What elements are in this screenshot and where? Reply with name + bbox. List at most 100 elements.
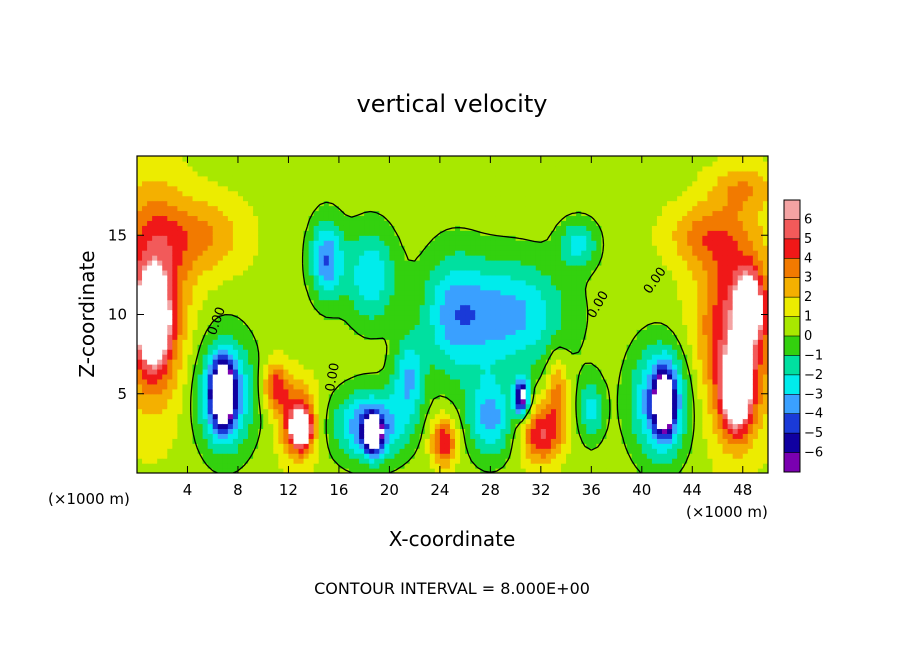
heatmap-cell bbox=[137, 205, 143, 212]
heatmap-cell bbox=[465, 200, 471, 207]
heatmap-cell bbox=[288, 398, 295, 405]
heatmap-cell bbox=[480, 200, 486, 207]
heatmap-cell bbox=[439, 299, 446, 306]
heatmap-cell bbox=[222, 354, 229, 360]
heatmap-cell bbox=[162, 284, 168, 291]
heatmap-cell bbox=[253, 255, 259, 261]
heatmap-cell bbox=[192, 433, 199, 439]
heatmap-cell bbox=[525, 413, 532, 420]
heatmap-cell bbox=[197, 433, 204, 439]
heatmap-cell bbox=[520, 180, 527, 187]
heatmap-cell bbox=[263, 364, 269, 370]
heatmap-cell bbox=[263, 190, 269, 197]
heatmap-cell bbox=[258, 388, 264, 395]
heatmap-cell bbox=[510, 368, 517, 375]
heatmap-cell bbox=[202, 344, 209, 350]
heatmap-cell bbox=[192, 388, 199, 395]
heatmap-cell bbox=[288, 156, 295, 162]
heatmap-cell bbox=[394, 378, 401, 385]
heatmap-cell bbox=[273, 423, 279, 430]
heatmap-cell bbox=[475, 418, 481, 425]
heatmap-cell bbox=[258, 260, 264, 266]
heatmap-cell bbox=[182, 368, 189, 375]
heatmap-cell bbox=[399, 329, 406, 335]
heatmap-cell bbox=[480, 156, 486, 162]
heatmap-cell bbox=[217, 210, 224, 217]
heatmap-cell bbox=[480, 185, 486, 192]
heatmap-cell bbox=[202, 200, 209, 207]
heatmap-cell bbox=[419, 418, 426, 425]
heatmap-cell bbox=[202, 373, 209, 380]
heatmap-cell bbox=[409, 344, 416, 350]
heatmap-cell bbox=[283, 279, 290, 286]
heatmap-cell bbox=[399, 220, 406, 226]
heatmap-cell bbox=[323, 274, 330, 281]
heatmap-cell bbox=[278, 364, 284, 370]
heatmap-cell bbox=[449, 388, 456, 395]
heatmap-cell bbox=[293, 304, 300, 311]
heatmap-cell bbox=[343, 180, 350, 187]
heatmap-cell bbox=[172, 160, 178, 167]
heatmap-cell bbox=[490, 448, 497, 454]
heatmap-cell bbox=[505, 175, 512, 182]
heatmap-cell bbox=[389, 269, 396, 276]
heatmap-cell bbox=[232, 170, 239, 177]
heatmap-cell bbox=[495, 354, 502, 360]
heatmap-cell bbox=[500, 165, 507, 172]
heatmap-cell bbox=[505, 195, 512, 202]
heatmap-cell bbox=[520, 378, 527, 385]
heatmap-cell bbox=[147, 156, 153, 162]
heatmap-cell bbox=[394, 354, 401, 360]
heatmap-cell bbox=[379, 423, 385, 430]
heatmap-cell bbox=[212, 359, 219, 365]
heatmap-cell bbox=[520, 463, 527, 469]
heatmap-cell bbox=[500, 423, 507, 430]
heatmap-cell bbox=[177, 165, 184, 172]
heatmap-cell bbox=[227, 339, 234, 345]
heatmap-cell bbox=[162, 319, 168, 325]
heatmap-cell bbox=[409, 349, 416, 355]
heatmap-cell bbox=[419, 260, 426, 266]
heatmap-cell bbox=[182, 200, 189, 207]
heatmap-cell bbox=[212, 180, 219, 187]
heatmap-cell bbox=[237, 388, 244, 395]
heatmap-cell bbox=[414, 200, 421, 207]
heatmap-cell bbox=[303, 200, 310, 207]
heatmap-cell bbox=[349, 393, 355, 400]
heatmap-cell bbox=[444, 433, 451, 439]
heatmap-cell bbox=[429, 463, 436, 469]
heatmap-cell bbox=[429, 250, 436, 256]
heatmap-cell bbox=[263, 428, 269, 434]
heatmap-cell bbox=[449, 319, 456, 325]
heatmap-cell bbox=[495, 205, 502, 212]
heatmap-cell bbox=[389, 423, 396, 430]
heatmap-cell bbox=[142, 443, 148, 449]
heatmap-cell bbox=[490, 373, 497, 380]
heatmap-cell bbox=[222, 403, 229, 410]
heatmap-cell bbox=[394, 344, 401, 350]
heatmap-cell bbox=[419, 368, 426, 375]
heatmap-cell bbox=[394, 185, 401, 192]
heatmap-cell bbox=[349, 378, 355, 385]
heatmap-cell bbox=[369, 269, 375, 276]
heatmap-cell bbox=[409, 378, 416, 385]
heatmap-cell bbox=[248, 220, 254, 226]
heatmap-cell bbox=[485, 245, 491, 251]
heatmap-cell bbox=[152, 428, 158, 434]
heatmap-cell bbox=[409, 418, 416, 425]
heatmap-cell bbox=[197, 339, 204, 345]
heatmap-cell bbox=[364, 403, 370, 410]
heatmap-cell bbox=[525, 334, 532, 340]
heatmap-cell bbox=[444, 319, 451, 325]
heatmap-cell bbox=[197, 378, 204, 385]
heatmap-cell bbox=[137, 344, 143, 350]
heatmap-cell bbox=[333, 344, 340, 350]
heatmap-cell bbox=[429, 413, 436, 420]
heatmap-cell bbox=[505, 269, 512, 276]
heatmap-cell bbox=[338, 418, 345, 425]
heatmap-cell bbox=[318, 185, 325, 192]
heatmap-cell bbox=[328, 304, 335, 311]
heatmap-cell bbox=[374, 230, 380, 236]
heatmap-cell bbox=[364, 423, 370, 430]
heatmap-cell bbox=[217, 344, 224, 350]
